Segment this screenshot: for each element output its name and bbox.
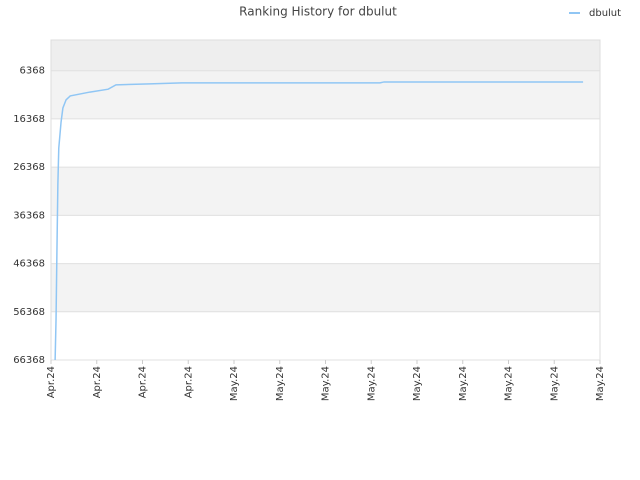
- x-tick-label: Apr.24: [183, 366, 194, 398]
- y-tick-label: 6368: [20, 66, 45, 77]
- band: [51, 118, 600, 168]
- x-tick-label: May.24: [229, 366, 240, 401]
- band: [51, 40, 600, 71]
- y-tick-label: 16368: [13, 114, 45, 125]
- band: [51, 311, 600, 360]
- x-tick-label: May.24: [504, 366, 515, 401]
- y-tick-label: 36368: [13, 210, 45, 221]
- x-tick-label: May.24: [321, 366, 332, 401]
- band: [51, 70, 600, 119]
- y-tick-label: 46368: [13, 259, 45, 270]
- band: [51, 263, 600, 312]
- x-tick-label: May.24: [275, 366, 286, 401]
- x-tick-label: May.24: [458, 366, 469, 401]
- chart-title: Ranking History for dbulut: [239, 5, 397, 19]
- y-tick-label: 66368: [13, 355, 45, 366]
- x-tick-label: May.24: [366, 366, 377, 401]
- x-tick-label: Apr.24: [138, 366, 149, 398]
- y-tick-label: 26368: [13, 162, 45, 173]
- y-tick-label: 56368: [13, 307, 45, 318]
- x-tick-label: Apr.24: [92, 366, 103, 398]
- x-tick-label: Apr.24: [46, 366, 57, 398]
- series-line: [54, 81, 584, 361]
- band: [51, 167, 600, 216]
- x-tick-label: May.24: [595, 366, 606, 401]
- x-tick-label: May.24: [549, 366, 560, 401]
- band: [51, 215, 600, 264]
- legend-label: dbulut: [589, 8, 621, 19]
- x-tick-label: May.24: [412, 366, 423, 401]
